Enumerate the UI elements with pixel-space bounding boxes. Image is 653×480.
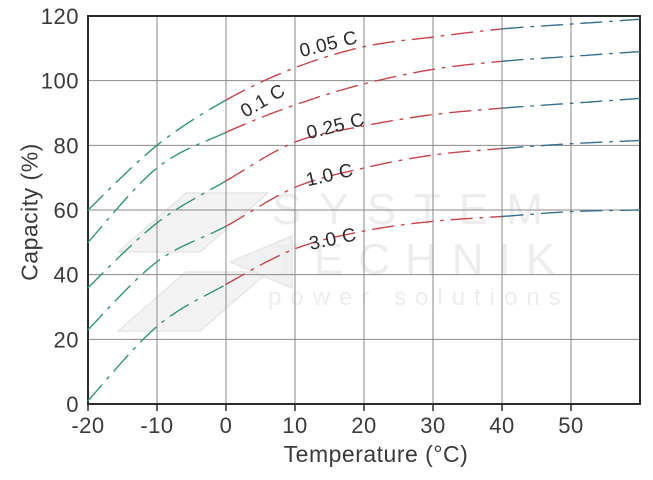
x-tick-label: -20 — [71, 413, 104, 438]
y-tick-label: 80 — [54, 133, 79, 158]
x-tick-label: 0 — [220, 413, 233, 438]
y-tick-label: 60 — [54, 198, 79, 223]
y-tick-label: 100 — [41, 69, 79, 94]
curve-0.25c — [225, 107, 503, 182]
x-tick-label: 20 — [351, 413, 376, 438]
curve-0.25c — [87, 180, 227, 289]
curve-label-0.05c: 0.05 C — [298, 27, 360, 62]
x-tick-label: 40 — [489, 413, 514, 438]
curve-1.0c — [501, 139, 641, 150]
watermark-logo-band-top — [117, 192, 269, 253]
curves-layer — [87, 18, 641, 402]
curve-0.25c — [501, 97, 641, 109]
x-axis-title: Temperature (°C) — [283, 441, 469, 467]
curve-0.1c — [225, 60, 503, 134]
y-tick-label: 40 — [54, 263, 79, 288]
x-tick-label: 50 — [558, 413, 583, 438]
y-axis-title: Capacity (%) — [16, 143, 43, 281]
curve-3.0c — [501, 209, 641, 218]
curve-1.0c — [87, 225, 227, 331]
x-tick-label: 30 — [420, 413, 445, 438]
curve-0.05c — [501, 18, 641, 30]
curve-label-0.25c: 0.25 C — [305, 109, 367, 144]
y-tick-label: 120 — [41, 4, 79, 29]
curve-3.0c — [225, 215, 503, 286]
y-tick-label: 0 — [66, 392, 79, 417]
x-tick-label: 10 — [282, 413, 307, 438]
watermark-logo-band-bottom — [117, 271, 269, 332]
curve-0.05c — [225, 28, 503, 101]
watermark-text-line3: power solutions — [268, 284, 570, 311]
curve-1.0c — [225, 147, 503, 227]
curve-0.1c — [501, 50, 641, 62]
curve-0.05c — [87, 99, 227, 211]
watermark-text-line2: TECHNIK — [272, 235, 570, 284]
x-tick-label: -10 — [140, 413, 173, 438]
y-tick-label: 20 — [54, 327, 79, 352]
